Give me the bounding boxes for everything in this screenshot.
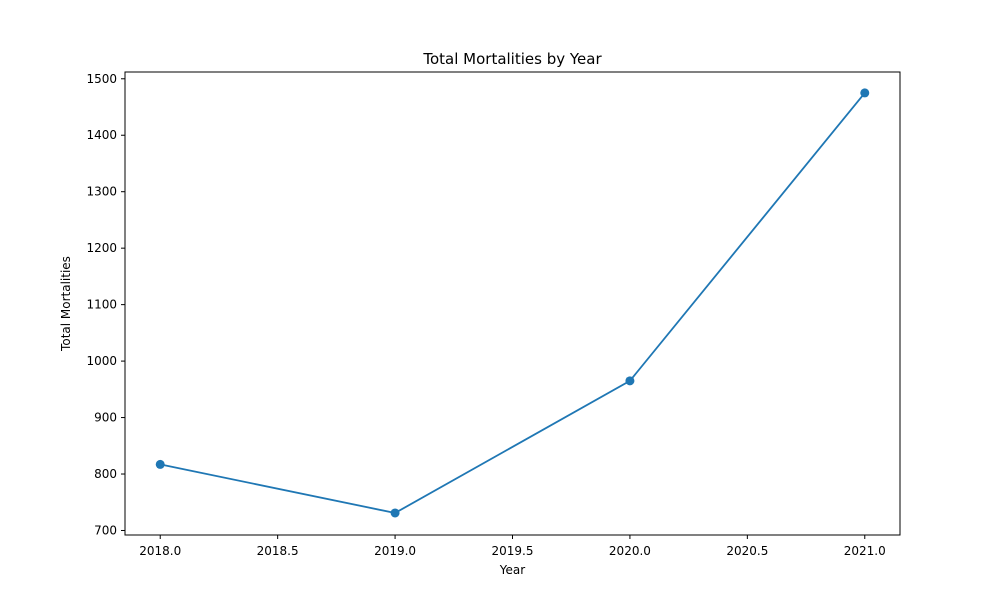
x-axis-label: Year bbox=[499, 563, 525, 577]
y-tick-label: 700 bbox=[94, 523, 117, 537]
x-tick-label: 2019.5 bbox=[492, 544, 534, 558]
x-tick-label: 2018.0 bbox=[139, 544, 181, 558]
x-tick-label: 2019.0 bbox=[374, 544, 416, 558]
y-tick-label: 1000 bbox=[86, 354, 117, 368]
y-tick-label: 1300 bbox=[86, 185, 117, 199]
plot-frame bbox=[124, 71, 901, 536]
chart-title: Total Mortalities by Year bbox=[422, 50, 602, 68]
y-tick-label: 1500 bbox=[86, 72, 117, 86]
y-tick-label: 1400 bbox=[86, 128, 117, 142]
y-tick-label: 1200 bbox=[86, 241, 117, 255]
x-tick-label: 2020.5 bbox=[726, 544, 768, 558]
x-tick-label: 2018.5 bbox=[257, 544, 299, 558]
axis-ticks: 2018.0 2018.5 2019.0 2019.5 2020.0 2020.5 2021… bbox=[86, 72, 885, 558]
y-tick-label: 1100 bbox=[86, 298, 117, 312]
x-tick-label: 2020.0 bbox=[609, 544, 651, 558]
data-point bbox=[155, 459, 165, 469]
data-point bbox=[625, 376, 635, 386]
series-line bbox=[159, 91, 866, 514]
plot-area bbox=[155, 88, 870, 518]
x-tick-label: 2021.0 bbox=[844, 544, 886, 558]
data-point bbox=[390, 508, 400, 518]
data-point bbox=[860, 88, 870, 98]
y-tick-label: 900 bbox=[94, 411, 117, 425]
y-tick-label: 800 bbox=[94, 467, 117, 481]
y-axis-label: Total Mortalities bbox=[59, 256, 73, 352]
